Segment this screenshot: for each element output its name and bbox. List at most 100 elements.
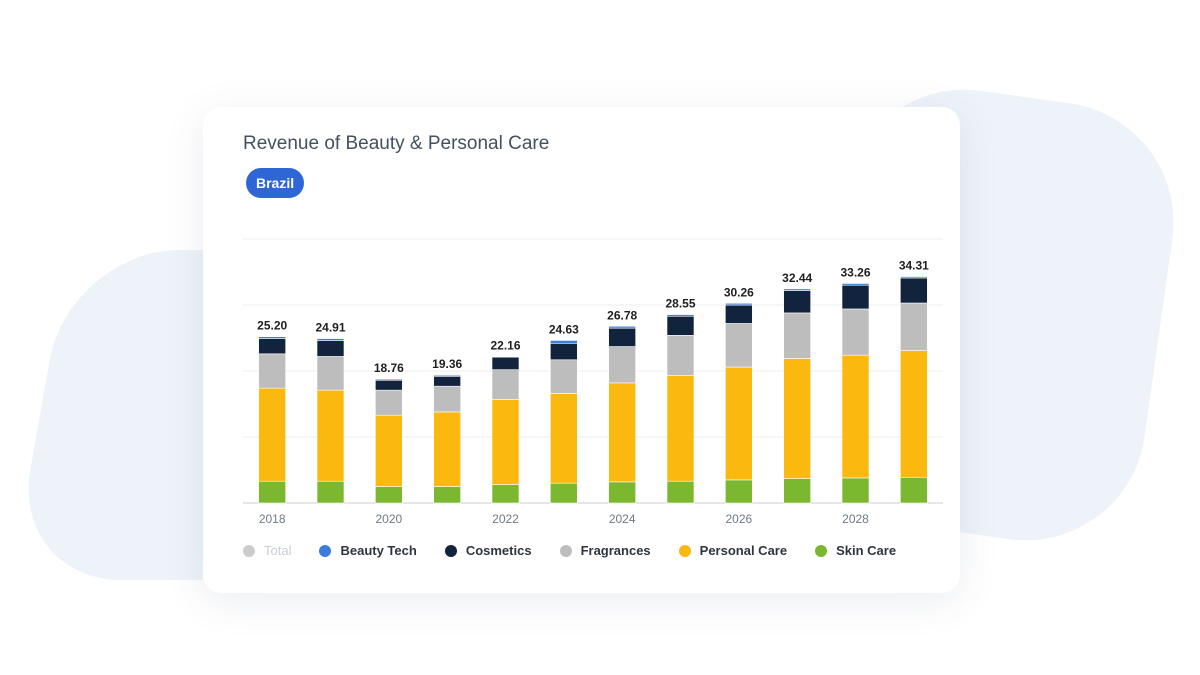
bar-segment-beauty-tech-2026[interactable] xyxy=(725,302,753,306)
bar-segment-fragrances-2029[interactable] xyxy=(900,302,928,351)
bar-segment-personal-care-2018[interactable] xyxy=(258,387,286,482)
bar-segment-beauty-tech-2019[interactable] xyxy=(316,338,345,341)
bar-segment-personal-care-2020[interactable] xyxy=(375,414,403,487)
total-label-2021: 19.36 xyxy=(432,357,462,371)
total-label-2020: 18.76 xyxy=(374,361,404,375)
bar-segment-cosmetics-2018[interactable] xyxy=(258,338,286,355)
legend-label-cosmetics: Cosmetics xyxy=(465,543,532,558)
bar-segment-fragrances-2025[interactable] xyxy=(666,335,695,376)
legend-label-personal-care: Personal Care xyxy=(699,543,788,558)
chart-card: Revenue of Beauty & Personal Care Brazil… xyxy=(203,107,960,593)
total-label-2025: 28.55 xyxy=(665,297,695,311)
bar-segment-beauty-tech-2018[interactable] xyxy=(258,336,286,339)
bar-segment-beauty-tech-2029[interactable] xyxy=(900,276,928,279)
legend-item-total[interactable]: Total xyxy=(243,543,291,558)
bar-segment-skin-care-2026[interactable] xyxy=(725,479,753,504)
total-label-2026: 30.26 xyxy=(724,285,754,299)
bar-segment-fragrances-2021[interactable] xyxy=(433,385,461,413)
stacked-bar-chart: 25.20 24.91 18.76 19.36 22.16 24.63 26.78 28.55… xyxy=(243,238,943,526)
chart-legend: Total Beauty Tech Cosmetics Fragrances P… xyxy=(243,543,924,558)
bar-segment-fragrances-2027[interactable] xyxy=(783,312,811,359)
x-tick-label-2018: 2018 xyxy=(259,512,286,526)
bar-segment-personal-care-2019[interactable] xyxy=(316,389,345,482)
bar-segment-skin-care-2018[interactable] xyxy=(258,480,286,504)
bar-segment-personal-care-2028[interactable] xyxy=(841,354,870,479)
bar-segment-cosmetics-2029[interactable] xyxy=(900,277,928,304)
bar-segment-personal-care-2029[interactable] xyxy=(900,350,928,478)
bar-segment-personal-care-2023[interactable] xyxy=(550,393,578,484)
x-tick-label-2020: 2020 xyxy=(375,512,402,526)
bar-segment-personal-care-2025[interactable] xyxy=(666,375,695,482)
bar-segment-beauty-tech-2027[interactable] xyxy=(783,288,811,291)
bar-segment-skin-care-2019[interactable] xyxy=(316,480,345,504)
legend-label-beauty-tech: Beauty Tech xyxy=(340,543,417,558)
total-label-2028: 33.26 xyxy=(840,265,870,279)
bar-segment-cosmetics-2023[interactable] xyxy=(550,342,578,361)
bar-segment-cosmetics-2027[interactable] xyxy=(783,290,811,314)
total-label-2018: 25.20 xyxy=(257,319,287,333)
bar-segment-cosmetics-2028[interactable] xyxy=(841,284,870,310)
bar-segment-fragrances-2026[interactable] xyxy=(725,323,753,368)
bar-segment-fragrances-2020[interactable] xyxy=(375,389,403,416)
x-tick-label-2022: 2022 xyxy=(492,512,519,526)
chart-title: Revenue of Beauty & Personal Care xyxy=(243,133,550,154)
legend-dot-beauty-tech xyxy=(319,544,332,557)
bar-segment-skin-care-2027[interactable] xyxy=(783,478,811,504)
bar-segment-fragrances-2019[interactable] xyxy=(316,356,345,391)
x-tick-label-2028: 2028 xyxy=(842,512,869,526)
bar-segment-skin-care-2024[interactable] xyxy=(608,481,636,504)
bar-segment-skin-care-2029[interactable] xyxy=(900,476,928,504)
bar-segment-cosmetics-2026[interactable] xyxy=(725,304,753,324)
legend-item-fragrances[interactable]: Fragrances xyxy=(559,543,651,558)
bar-segment-personal-care-2024[interactable] xyxy=(608,382,636,483)
legend-dot-fragrances xyxy=(559,544,572,557)
legend-dot-cosmetics xyxy=(444,544,457,557)
bar-segment-cosmetics-2020[interactable] xyxy=(375,379,403,391)
bar-segment-skin-care-2022[interactable] xyxy=(491,484,520,504)
total-label-2022: 22.16 xyxy=(490,339,520,353)
bar-segment-personal-care-2022[interactable] xyxy=(491,399,520,485)
bar-segment-fragrances-2028[interactable] xyxy=(841,308,870,356)
total-label-2023: 24.63 xyxy=(549,322,579,336)
bar-segment-skin-care-2020[interactable] xyxy=(375,486,403,504)
x-tick-label-2024: 2024 xyxy=(609,512,636,526)
bar-segment-fragrances-2018[interactable] xyxy=(258,353,286,389)
bar-segment-cosmetics-2021[interactable] xyxy=(433,375,461,387)
bar-segment-cosmetics-2025[interactable] xyxy=(666,315,695,336)
legend-item-beauty-tech[interactable]: Beauty Tech xyxy=(319,543,417,558)
bar-segment-skin-care-2021[interactable] xyxy=(433,486,461,504)
legend-label-skin-care: Skin Care xyxy=(836,543,897,558)
bar-segment-skin-care-2023[interactable] xyxy=(550,482,578,504)
total-label-2027: 32.44 xyxy=(782,271,812,285)
bar-segment-cosmetics-2019[interactable] xyxy=(316,340,345,357)
bar-segment-beauty-tech-2024[interactable] xyxy=(608,325,636,329)
bar-segment-beauty-tech-2020[interactable] xyxy=(375,378,403,381)
bar-segment-personal-care-2026[interactable] xyxy=(725,366,753,481)
total-label-2019: 24.91 xyxy=(315,321,345,335)
bar-segment-skin-care-2025[interactable] xyxy=(666,480,695,504)
bar-segment-personal-care-2021[interactable] xyxy=(433,411,461,487)
bar-segment-fragrances-2023[interactable] xyxy=(550,359,578,394)
legend-item-cosmetics[interactable]: Cosmetics xyxy=(444,543,532,558)
bar-segment-skin-care-2028[interactable] xyxy=(841,477,870,504)
legend-item-personal-care[interactable]: Personal Care xyxy=(678,543,788,558)
legend-item-skin-care[interactable]: Skin Care xyxy=(815,543,896,558)
bar-segment-beauty-tech-2021[interactable] xyxy=(433,374,461,377)
bar-segment-fragrances-2024[interactable] xyxy=(608,346,636,384)
bar-segment-beauty-tech-2025[interactable] xyxy=(666,314,695,317)
x-tick-label-2026: 2026 xyxy=(725,512,752,526)
bar-segment-fragrances-2022[interactable] xyxy=(491,369,520,400)
bar-segment-cosmetics-2022[interactable] xyxy=(491,356,520,370)
bar-segment-personal-care-2027[interactable] xyxy=(783,358,811,479)
legend-dot-total xyxy=(243,544,255,557)
total-label-2024: 26.78 xyxy=(607,308,637,322)
legend-label-fragrances: Fragrances xyxy=(580,543,651,558)
total-label-2029: 34.31 xyxy=(899,259,929,273)
legend-dot-skin-care xyxy=(815,544,828,557)
legend-label-total: Total xyxy=(264,543,292,558)
region-filter-button[interactable]: Brazil xyxy=(246,168,305,198)
bar-segment-beauty-tech-2028[interactable] xyxy=(841,283,870,286)
bar-segment-cosmetics-2024[interactable] xyxy=(608,327,636,347)
legend-dot-personal-care xyxy=(678,544,691,557)
bar-segment-beauty-tech-2023[interactable] xyxy=(550,340,578,344)
